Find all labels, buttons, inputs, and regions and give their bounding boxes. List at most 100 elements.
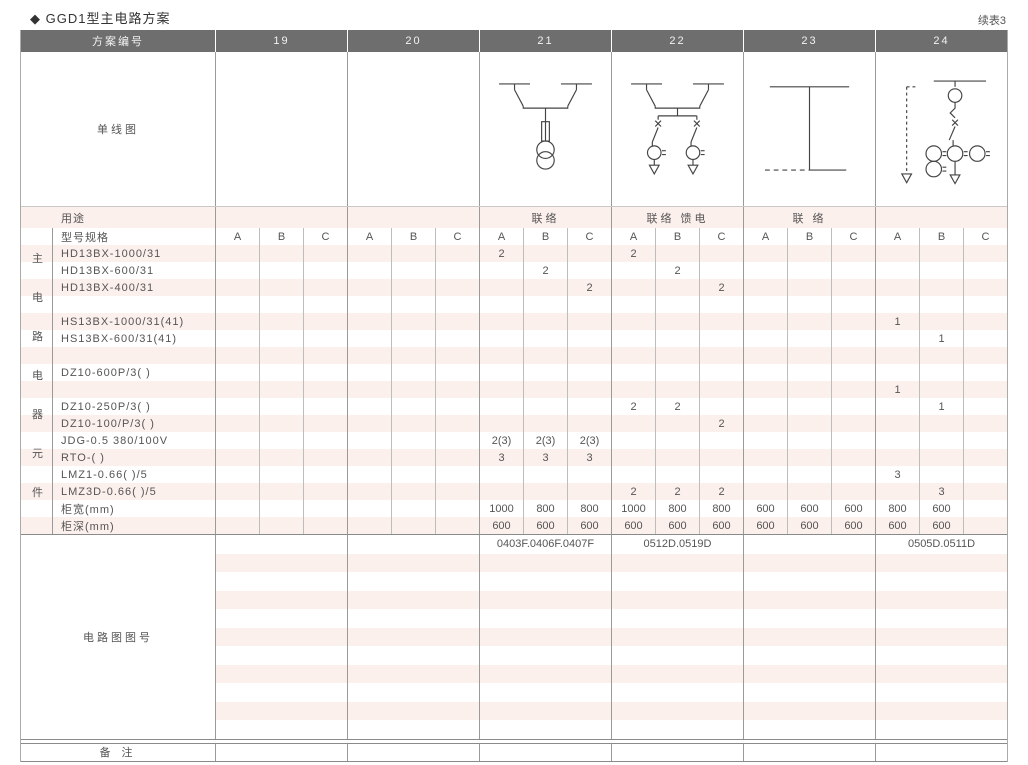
figure-cell-21: [480, 590, 612, 609]
scheme-20-group: [348, 398, 480, 415]
spec-cell: 3: [480, 449, 524, 466]
spec-cell: A: [744, 228, 788, 245]
scheme-20-group: [348, 381, 480, 398]
spec-cell: 1: [920, 398, 964, 415]
spec-cell: A: [612, 228, 656, 245]
spec-cell: [216, 432, 260, 449]
figure-cell-21: [480, 701, 612, 720]
spec-cell: [700, 262, 743, 279]
figure-cell-21: [480, 627, 612, 646]
spec-row-12-label: RTO-( ): [61, 451, 105, 464]
scheme-24-group: 800 600: [876, 500, 1007, 517]
spec-cell: [832, 398, 875, 415]
scheme-22-group: [612, 432, 744, 449]
spec-cell: [392, 381, 436, 398]
scheme-21-group: [480, 347, 612, 364]
cabinet-width-row-label: 柜宽(mm): [61, 503, 115, 516]
spec-row-7-label: DZ10-600P/3( ): [61, 366, 151, 379]
spec-cell: [304, 398, 347, 415]
spec-cell: [392, 330, 436, 347]
spec-cell: [480, 262, 524, 279]
spec-cell: 1000: [612, 500, 656, 517]
spec-cell: 600: [744, 517, 788, 534]
spec-cell: [788, 279, 832, 296]
spec-cell: 600: [876, 517, 920, 534]
spec-row-14-label: LMZ3D-0.66( )/5: [61, 485, 157, 498]
spec-cell: [876, 262, 920, 279]
spec-cell: [348, 245, 392, 262]
spec-row-2: HD13BX-400/31 2 2: [21, 279, 1007, 296]
spec-cell: [876, 364, 920, 381]
spec-cell: [832, 483, 875, 500]
figure-cell-23: [744, 701, 876, 720]
spec-cell: [524, 415, 568, 432]
figure-cell-22: 0512D.0519D: [612, 535, 744, 554]
spec-cell: [832, 330, 875, 347]
scheme-20-group: [348, 347, 480, 364]
figure-cell-21: [480, 553, 612, 572]
spec-cell: [876, 296, 920, 313]
spec-cell: [436, 466, 479, 483]
scheme-23-group: [744, 466, 876, 483]
spec-cell: [480, 279, 524, 296]
side-gutter: [21, 364, 53, 381]
spec-cell: [964, 262, 1007, 279]
spec-cell: [964, 245, 1007, 262]
spec-cell: [436, 296, 479, 313]
side-gutter: [21, 398, 53, 415]
side-gutter: [21, 347, 53, 364]
figure-cell-23: [744, 646, 876, 665]
spec-cell: 2: [656, 483, 700, 500]
scheme-19-group: [216, 245, 348, 262]
spec-cell: B: [656, 228, 700, 245]
spec-row-9-label: DZ10-250P/3( ): [61, 400, 151, 413]
spec-cell: [260, 296, 304, 313]
scheme-20-group: [348, 245, 480, 262]
figure-cell-20: [348, 683, 480, 702]
figure-cell-19: [216, 627, 348, 646]
spec-cell: [348, 279, 392, 296]
spec-cell: [612, 262, 656, 279]
figure-empty-row: [216, 646, 1007, 665]
spec-cell: [876, 398, 920, 415]
figure-cell-22: [612, 720, 744, 739]
spec-cell: 2(3): [524, 432, 568, 449]
figure-empty-row: [216, 590, 1007, 609]
header-scheme-21: 21: [480, 30, 612, 52]
spec-cell: [964, 483, 1007, 500]
scheme-24-group: [876, 279, 1007, 296]
spec-cell: [656, 364, 700, 381]
spec-rows-section: 型号规格 A B C A B C A B C A B C A B C A B C HD13BX-1000/31 2 2 HD…: [21, 228, 1007, 534]
spec-cell: [612, 279, 656, 296]
spec-cell: [392, 466, 436, 483]
spec-cell: A: [216, 228, 260, 245]
figure-number-row: 0403F.0406F.0407F 0512D.0519D 0505D.0511D: [216, 535, 1007, 554]
spec-cell: [832, 347, 875, 364]
figure-cell-24: [876, 720, 1007, 739]
scheme-21-group: [480, 364, 612, 381]
side-gutter: [21, 517, 53, 534]
spec-cell: [436, 517, 479, 534]
figure-cell-22: [612, 572, 744, 591]
spec-cell: [744, 330, 788, 347]
spec-cell: [260, 245, 304, 262]
scheme-20-group: [348, 415, 480, 432]
spec-cell: [392, 313, 436, 330]
spec-subheader-row: 型号规格 A B C A B C A B C A B C A B C A B C: [21, 228, 1007, 245]
spec-row-5-label: HS13BX-600/31(41): [61, 332, 178, 345]
spec-cell: [392, 262, 436, 279]
side-gutter: [21, 330, 53, 347]
spec-cell: [612, 432, 656, 449]
figure-cell-19: [216, 646, 348, 665]
spec-cell: [964, 381, 1007, 398]
figure-cell-24: [876, 572, 1007, 591]
spec-row-13-label-cell: LMZ1-0.66( )/5: [21, 466, 216, 483]
spec-cell: [480, 313, 524, 330]
header-scheme-23: 23: [744, 30, 876, 52]
spec-cell: 600: [612, 517, 656, 534]
diagram-cell-19: [216, 52, 348, 206]
spec-cell: [260, 500, 304, 517]
spec-cell: [656, 381, 700, 398]
